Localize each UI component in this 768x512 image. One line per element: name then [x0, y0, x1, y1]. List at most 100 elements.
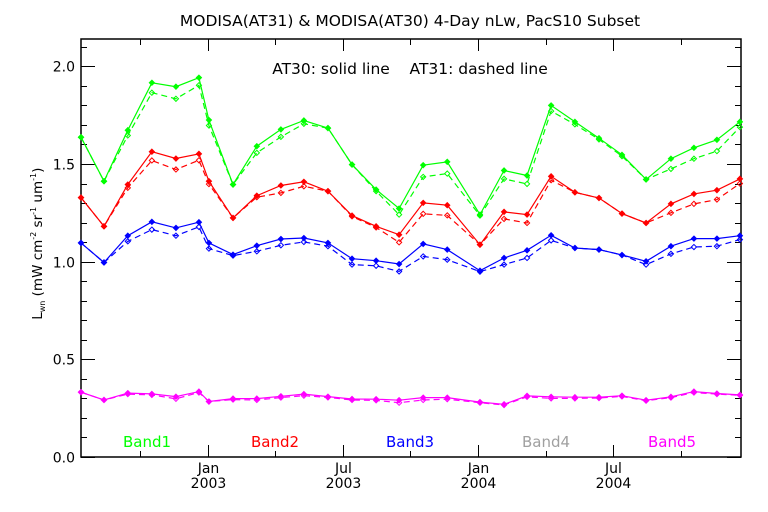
data-point [690, 389, 698, 396]
data-point [713, 235, 721, 242]
series-band5-dashed [77, 388, 744, 409]
data-point [195, 81, 203, 89]
data-point [713, 186, 721, 194]
data-point [195, 74, 203, 81]
series-band3-solid [77, 218, 744, 274]
data-point [642, 176, 650, 183]
data-point [77, 194, 85, 201]
y-tick-label: 0.5 [53, 353, 75, 369]
data-point [713, 136, 721, 144]
data-point [124, 184, 132, 192]
x-tick-year: 2003 [191, 476, 227, 492]
data-point [500, 175, 508, 183]
series-line [80, 76, 741, 216]
data-point [690, 200, 698, 208]
data-point [736, 123, 744, 131]
data-point [690, 190, 698, 198]
x-tick-month: Jul [334, 461, 352, 477]
data-point [523, 254, 531, 262]
data-point [736, 391, 744, 399]
data-point [205, 398, 213, 405]
data-point [667, 242, 675, 250]
data-point [500, 400, 508, 408]
data-point [419, 173, 427, 181]
data-point [667, 209, 675, 217]
data-point [443, 256, 451, 264]
data-point [277, 182, 285, 189]
data-point [77, 133, 85, 141]
data-point [172, 155, 180, 162]
data-point [595, 246, 603, 253]
data-point [419, 396, 427, 404]
data-point [736, 236, 744, 243]
y-label-sup3: -1 [29, 173, 38, 181]
data-point [736, 180, 744, 187]
data-point [229, 181, 237, 188]
data-point [618, 251, 626, 259]
data-point [667, 155, 675, 163]
y-axis-label: Lwn (mW cm-2 sr-1 um-1) [29, 168, 47, 320]
axes: 0.00.51.01.52.0Jan2003Jul2003Jan2004Jul2… [53, 38, 742, 492]
data-point [77, 388, 85, 396]
legend-item-band4: Band4 [522, 433, 570, 451]
data-point [443, 158, 451, 166]
data-point [523, 172, 531, 179]
data-point [595, 194, 603, 202]
data-point [595, 394, 603, 402]
data-point [205, 245, 213, 252]
data-point [148, 79, 156, 87]
y-label-sup2: -1 [29, 207, 38, 215]
data-point [500, 167, 508, 174]
data-point [547, 237, 555, 244]
series-line [80, 221, 740, 272]
legend-item-band3: Band3 [386, 433, 434, 451]
data-point [324, 124, 332, 132]
data-point [618, 151, 626, 159]
data-point [571, 189, 579, 196]
data-point [229, 214, 237, 222]
data-point [324, 239, 332, 247]
y-label-um: um [30, 181, 46, 207]
data-point [443, 170, 451, 177]
series-line [80, 391, 740, 406]
data-point [253, 142, 261, 150]
data-point [571, 244, 579, 252]
data-point [618, 393, 626, 400]
data-point [667, 250, 675, 258]
data-point [277, 126, 285, 133]
data-point [324, 393, 332, 400]
chart-title: MODISA(AT31) & MODISA(AT30) 4-Day nLw, P… [180, 12, 640, 30]
data-point [395, 260, 403, 268]
data-point [500, 254, 508, 262]
data-point [547, 176, 555, 184]
data-point [547, 107, 555, 115]
data-point [253, 149, 261, 157]
data-point [172, 224, 180, 232]
data-point [736, 232, 744, 240]
data-point [172, 166, 180, 173]
data-point [523, 392, 531, 400]
data-point [690, 235, 698, 242]
data-point [229, 181, 237, 188]
data-point [348, 261, 356, 268]
line-style-annotation: AT30: solid line AT31: dashed line [272, 60, 548, 78]
data-point [419, 240, 427, 248]
data-point [253, 396, 261, 404]
data-point [571, 395, 579, 402]
data-point [443, 395, 451, 403]
data-point [713, 147, 721, 155]
data-point [476, 212, 484, 219]
data-point [100, 177, 108, 185]
data-point [642, 397, 650, 405]
y-tick-label: 1.0 [53, 256, 75, 272]
data-point [205, 239, 213, 247]
data-point [253, 242, 261, 249]
data-point [618, 392, 626, 399]
data-point [253, 193, 261, 201]
data-point [195, 223, 203, 231]
data-point [500, 215, 508, 223]
data-point [172, 232, 180, 240]
data-point [300, 117, 308, 124]
y-label-units: (mW cm [30, 240, 46, 301]
data-point [372, 223, 380, 230]
